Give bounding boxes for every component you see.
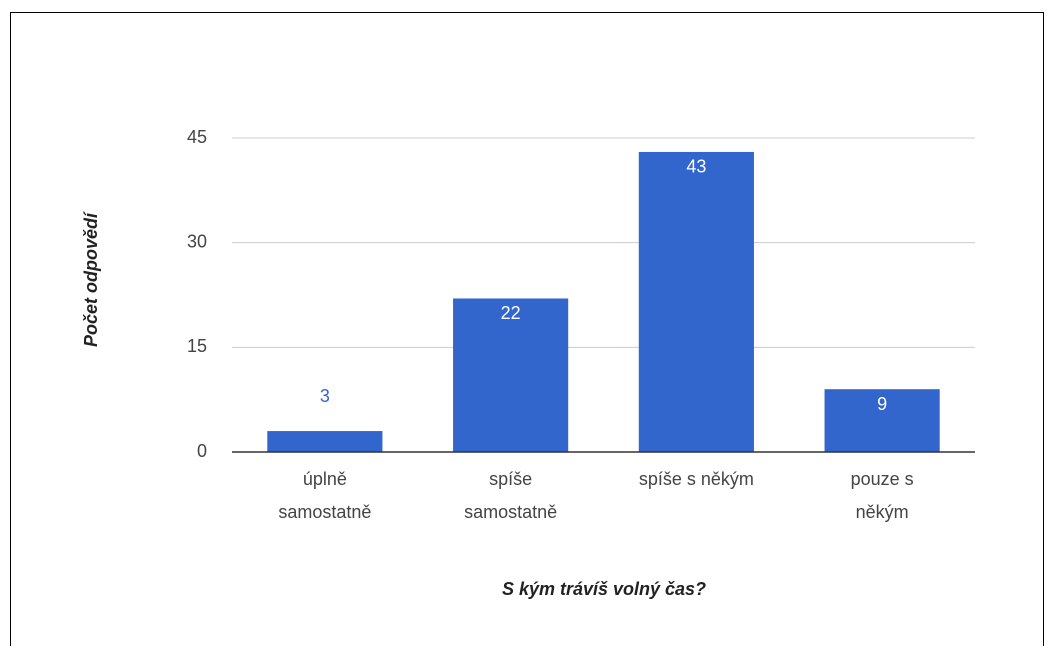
y-tick-label: 0 [197,441,207,461]
x-axis-title: S kým trávíš volný čas? [502,579,706,599]
y-tick-label: 45 [187,127,207,147]
y-tick-label: 15 [187,336,207,356]
bar [453,298,569,452]
x-tick-label: samostatně [464,502,557,522]
bar [267,431,383,452]
x-tick-label: spíše [489,469,532,489]
data-label: 3 [320,386,330,406]
y-axis-title: Počet odpovědí [81,211,101,347]
x-tick-label: pouze s [851,469,914,489]
x-tick-label: samostatně [278,502,371,522]
x-tick-label: spíše s někým [639,469,754,489]
data-label: 22 [501,303,521,323]
bar [824,389,940,452]
data-label: 43 [686,157,706,177]
x-tick-label: úplně [303,469,347,489]
data-label: 9 [877,394,887,414]
x-tick-label: někým [856,502,909,522]
bar [638,151,754,452]
y-tick-label: 30 [187,231,207,251]
